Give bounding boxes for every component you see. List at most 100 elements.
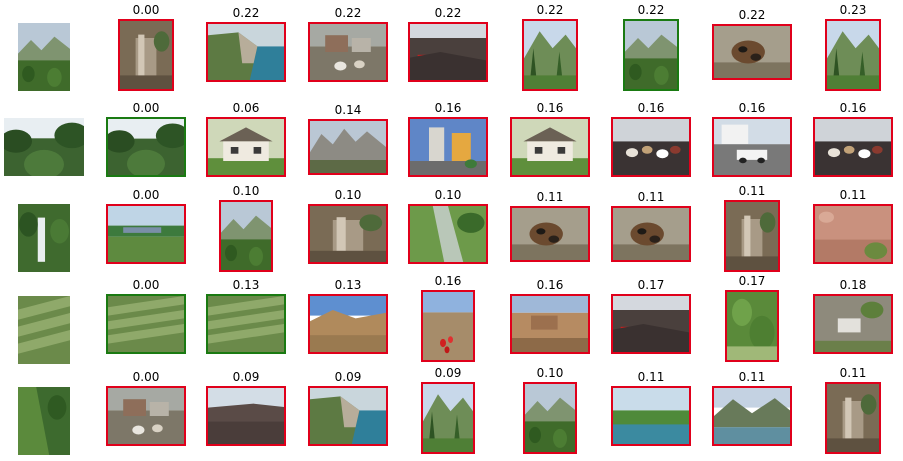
nonmatching-result-image — [611, 386, 691, 446]
green-plants-image — [727, 292, 777, 360]
coast-cliff-image — [208, 24, 284, 80]
query-image — [18, 296, 70, 364]
result-cell: 0.22 — [206, 6, 286, 82]
distance-score: 0.00 — [132, 188, 160, 202]
result-cell: 0.11 — [724, 184, 780, 272]
result-cell: 0.11 — [611, 190, 691, 262]
distance-score: 0.17 — [637, 278, 665, 292]
dog-image — [613, 208, 689, 260]
distance-score: 0.16 — [536, 278, 564, 292]
nonmatching-result-image — [308, 119, 388, 175]
distance-score: 0.22 — [738, 8, 766, 22]
nonmatching-result-image — [813, 204, 893, 264]
result-cell: 0.09 — [421, 366, 475, 454]
result-cell: 0.22 — [522, 3, 578, 91]
distance-score: 0.11 — [536, 190, 564, 204]
result-cell: 0.16 — [408, 101, 488, 177]
mountain-valley-image — [18, 23, 70, 91]
mountain-forest-image — [423, 384, 473, 452]
village-goats-image — [108, 388, 184, 444]
house-image — [512, 119, 588, 175]
nonmatching-result-image — [408, 117, 488, 177]
red-canyon-image — [815, 206, 891, 262]
city-street-image — [410, 119, 486, 175]
nonmatching-result-image — [712, 117, 792, 177]
nonmatching-result-image — [219, 200, 273, 272]
mountain-forest-image — [827, 21, 879, 89]
nonmatching-result-image — [611, 294, 691, 354]
nonmatching-result-image — [308, 294, 388, 354]
distance-score: 0.11 — [637, 190, 665, 204]
result-cell: 0.11 — [813, 188, 893, 264]
nonmatching-result-image — [523, 382, 577, 454]
nonmatching-result-image — [825, 382, 881, 454]
jungle-view-image — [108, 119, 184, 175]
matching-result-image — [623, 19, 679, 91]
distance-score: 0.16 — [434, 274, 462, 288]
query-image — [18, 23, 70, 91]
distance-score: 0.22 — [434, 6, 462, 20]
result-cell: 0.00 — [118, 3, 174, 91]
rubble-image — [815, 296, 891, 352]
result-cell: 0.00 — [106, 370, 186, 446]
nonmatching-result-image — [408, 204, 488, 264]
query-image — [18, 204, 70, 272]
query-image — [4, 118, 84, 176]
result-cell: 0.00 — [106, 101, 186, 177]
cliff-path-image — [18, 387, 70, 455]
tree-stump-image — [726, 202, 778, 270]
result-cell: 0.17 — [725, 274, 779, 362]
nonmatching-result-image — [106, 386, 186, 446]
lava-field-image — [208, 388, 284, 444]
terraces-image — [108, 296, 184, 352]
nonmatching-result-image — [510, 206, 590, 262]
distance-score: 0.09 — [232, 370, 260, 384]
village-goats-image — [310, 24, 386, 80]
tree-stump-image — [827, 384, 879, 452]
dog-image — [512, 208, 588, 260]
nonmatching-result-image — [724, 200, 780, 272]
result-cell: 0.10 — [308, 188, 388, 264]
nonmatching-result-image — [712, 386, 792, 446]
terraces-image — [18, 296, 70, 364]
result-cell: 0.10 — [219, 184, 273, 272]
nonmatching-result-image — [106, 204, 186, 264]
nonmatching-result-image — [611, 206, 691, 262]
result-cell: 0.10 — [408, 188, 488, 264]
lake-town-image — [108, 206, 184, 262]
nonmatching-result-image — [813, 117, 893, 177]
nonmatching-result-image — [611, 117, 691, 177]
result-cell: 0.22 — [712, 8, 792, 80]
nonmatching-result-image — [206, 386, 286, 446]
rocky-mountains-image — [310, 121, 386, 173]
distance-score: 0.17 — [738, 274, 766, 288]
distance-score: 0.11 — [839, 188, 867, 202]
mountain-forest-image — [524, 21, 576, 89]
result-cell: 0.00 — [106, 188, 186, 264]
distance-score: 0.09 — [434, 366, 462, 380]
distance-score: 0.22 — [232, 6, 260, 20]
nonmatching-result-image — [421, 382, 475, 454]
result-cell: 0.11 — [611, 370, 691, 446]
distance-score: 0.10 — [232, 184, 260, 198]
distance-score: 0.22 — [637, 3, 665, 17]
mountain-valley-image — [525, 384, 575, 452]
result-cell: 0.13 — [206, 278, 286, 354]
result-cell: 0.00 — [106, 278, 186, 354]
nonmatching-result-image — [206, 22, 286, 82]
lagoon-image — [613, 388, 689, 444]
nonmatching-result-image — [712, 24, 792, 80]
distance-score: 0.09 — [334, 370, 362, 384]
distance-score: 0.16 — [738, 101, 766, 115]
query-image — [18, 387, 70, 455]
nonmatching-result-image — [522, 19, 578, 91]
nonmatching-result-image — [813, 294, 893, 354]
forest-stream-image — [410, 206, 486, 262]
crowd-image — [815, 119, 891, 175]
nonmatching-result-image — [308, 22, 388, 82]
nonmatching-result-image — [206, 117, 286, 177]
distance-score: 0.16 — [434, 101, 462, 115]
jungle-view-image — [4, 118, 84, 176]
tree-stump-image — [120, 21, 172, 89]
